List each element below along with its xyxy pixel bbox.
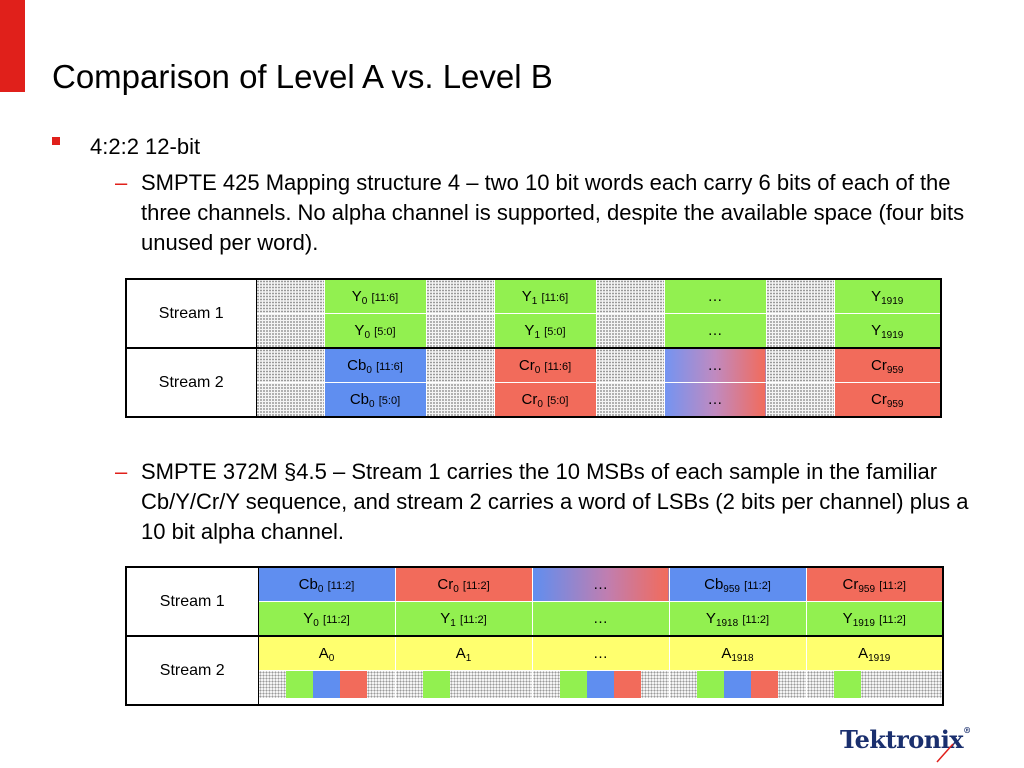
lsb-bits-cell — [531, 670, 670, 706]
unused-bits-cell — [765, 347, 835, 383]
stream-label: Stream 2 — [125, 347, 257, 418]
unused-bits-cell — [765, 278, 835, 314]
table-cell: A0 — [257, 635, 396, 671]
unused-bits-cell — [425, 313, 495, 349]
table-row — [126, 670, 944, 706]
mapping-table-smpte-372m: Stream 1 Cb0 [11:2] Cr0 [11:2] … Cb959 [… — [125, 566, 944, 706]
stream-label: Stream 1 — [125, 566, 259, 637]
table-cell: Cr959 [11:2] — [805, 566, 944, 602]
unused-bits-cell — [255, 313, 325, 349]
table-cell: Cr959 — [833, 382, 942, 418]
lsb-bits-cell — [805, 670, 944, 706]
table-cell: Y1 [5:0] — [493, 313, 597, 349]
table-cell: Y0 [5:0] — [323, 313, 427, 349]
table-cell: … — [531, 566, 670, 602]
unused-bits-cell — [765, 382, 835, 418]
unused-bits-cell — [425, 278, 495, 314]
sub-bullet-text: SMPTE 372M §4.5 – Stream 1 carries the 1… — [141, 459, 969, 544]
unused-bits-cell — [595, 313, 665, 349]
table-row: Stream 1 Cb0 [11:2] Cr0 [11:2] … Cb959 [… — [125, 566, 944, 637]
mapping-table-smpte-425: Stream 1 Y0 [11:6] Y1 [11:6] … Y1919 Y0 … — [125, 278, 942, 418]
dash-bullet-icon: – — [115, 170, 128, 195]
table-cell: … — [663, 278, 767, 314]
table-row: Stream 1 Y0 [11:6] Y1 [11:6] … Y1919 — [125, 278, 942, 349]
unused-bits-cell — [425, 347, 495, 383]
unused-bits-cell — [595, 278, 665, 314]
stream-label: Stream 2 — [125, 635, 259, 706]
lsb-bits-cell — [394, 670, 533, 706]
table-cell: … — [531, 635, 670, 671]
table-cell: Cb0 [11:6] — [323, 347, 427, 383]
table-cell: Cr959 — [833, 347, 942, 383]
tektronix-logo: Tektronix® — [840, 725, 971, 754]
table-cell: Cb0 [11:2] — [257, 566, 396, 602]
sub-bullet-text: SMPTE 425 Mapping structure 4 – two 10 b… — [141, 170, 965, 255]
table-cell: A1918 — [668, 635, 807, 671]
bullet-text: 4:2:2 12-bit — [90, 134, 201, 159]
sub-bullet-1: – SMPTE 425 Mapping structure 4 – two 10… — [115, 168, 985, 258]
table-row: Stream 2 A0 A1 … A1918 A1919 — [125, 635, 944, 706]
lsb-bits-cell — [257, 670, 396, 706]
table-cell: Cr0 [11:6] — [493, 347, 597, 383]
stream-label: Stream 1 — [125, 278, 257, 349]
table-row: Y0 [5:0] Y1 [5:0] … Y1919 — [126, 313, 942, 349]
table-row: Y0 [11:2] Y1 [11:2] … Y1918 [11:2] Y1919… — [126, 601, 944, 637]
table-cell: A1 — [394, 635, 533, 671]
sub-bullet-2: – SMPTE 372M §4.5 – Stream 1 carries the… — [115, 457, 985, 547]
slide-title: Comparison of Level A vs. Level B — [52, 58, 553, 95]
table-row: Stream 2 Cb0 [11:6] Cr0 [11:6] … Cr959 — [125, 347, 942, 418]
accent-bar — [0, 0, 25, 92]
table-cell: Cr0 [5:0] — [493, 382, 597, 418]
table-cell: Y0 [11:2] — [257, 601, 396, 637]
unused-bits-cell — [765, 313, 835, 349]
table-cell: … — [663, 382, 767, 418]
dash-bullet-icon: – — [115, 459, 128, 484]
lsb-bits-cell — [668, 670, 807, 706]
table-cell: Y0 [11:6] — [323, 278, 427, 314]
table-cell: Y1 [11:2] — [394, 601, 533, 637]
square-bullet-icon — [52, 137, 60, 145]
table-row: Cb0 [5:0] Cr0 [5:0] … Cr959 — [126, 382, 942, 418]
table-cell: Y1918 [11:2] — [668, 601, 807, 637]
unused-bits-cell — [255, 278, 325, 314]
unused-bits-cell — [255, 382, 325, 418]
unused-bits-cell — [425, 382, 495, 418]
table-cell: A1919 — [805, 635, 944, 671]
table-cell: … — [663, 347, 767, 383]
table-cell: … — [663, 313, 767, 349]
table-cell: … — [531, 601, 670, 637]
table-cell: Y1919 — [833, 278, 942, 314]
logo-swoosh-icon — [936, 743, 954, 763]
unused-bits-cell — [255, 347, 325, 383]
unused-bits-cell — [595, 382, 665, 418]
table-cell: Cb0 [5:0] — [323, 382, 427, 418]
table-cell: Y1 [11:6] — [493, 278, 597, 314]
unused-bits-cell — [595, 347, 665, 383]
table-cell: Y1919 [11:2] — [805, 601, 944, 637]
table-cell: Y1919 — [833, 313, 942, 349]
table-cell: Cr0 [11:2] — [394, 566, 533, 602]
table-cell: Cb959 [11:2] — [668, 566, 807, 602]
